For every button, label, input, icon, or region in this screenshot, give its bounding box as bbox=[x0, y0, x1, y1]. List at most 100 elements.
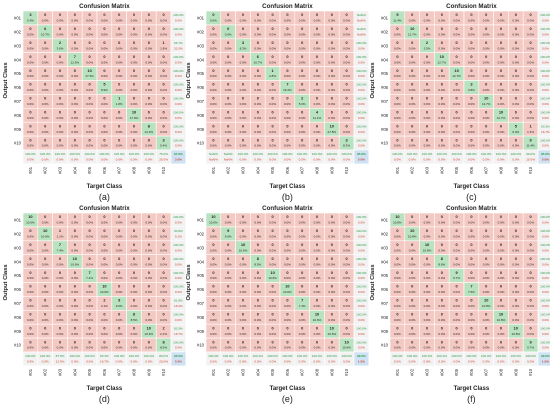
cell-count: 0 bbox=[89, 40, 91, 45]
cell-percent: 0.0% bbox=[42, 60, 49, 64]
cell-percent: 0.0% bbox=[512, 290, 519, 294]
cell-percent: 0.0% bbox=[512, 74, 519, 78]
cell-percent: 0.0% bbox=[86, 130, 93, 134]
cell-percent: 0.0% bbox=[299, 235, 306, 239]
cell-count: 0 bbox=[485, 110, 487, 115]
cell-count: 10 bbox=[73, 256, 77, 261]
cell-percent: 0.0% bbox=[116, 19, 123, 23]
cell-count: 0 bbox=[242, 123, 244, 128]
cell-count: 10 bbox=[514, 325, 518, 330]
column-summary-correct: 83.3% bbox=[100, 354, 109, 358]
column-summary-error: 0.0% bbox=[512, 158, 519, 162]
column-summary-correct: 100.0% bbox=[238, 354, 249, 358]
y-tick-label: #10 bbox=[197, 141, 205, 146]
cell-percent: 0.0% bbox=[424, 144, 431, 148]
cell-percent: 0.0% bbox=[409, 116, 416, 120]
cell-count: 0 bbox=[456, 228, 458, 233]
cell-count: 5 bbox=[103, 82, 106, 87]
cell-percent: 0.0% bbox=[131, 332, 138, 336]
cell-count: 0 bbox=[257, 123, 259, 128]
cell-count: 4 bbox=[316, 110, 319, 115]
cell-percent: 0.0% bbox=[254, 290, 261, 294]
cell-count: 0 bbox=[44, 284, 46, 289]
y-tick-label: #05 bbox=[381, 273, 389, 278]
cell-percent: 0.0% bbox=[299, 19, 306, 23]
cell-count: 0 bbox=[272, 12, 274, 17]
cell-count: 2 bbox=[59, 40, 62, 45]
cell-count: 0 bbox=[441, 12, 443, 17]
y-tick-label: #01 bbox=[14, 218, 22, 223]
cell-percent: 0.0% bbox=[483, 144, 490, 148]
cell-percent: 0.0% bbox=[512, 304, 519, 308]
cell-percent: 0.0% bbox=[225, 74, 232, 78]
cell-percent: 0.0% bbox=[299, 346, 306, 350]
row-summary-correct: 100.0% bbox=[356, 271, 367, 275]
cell-count: 0 bbox=[89, 110, 91, 115]
cell-percent: 3.8% bbox=[468, 88, 475, 92]
cell-count: 0 bbox=[118, 339, 120, 344]
y-axis-label: Output Class bbox=[186, 264, 192, 300]
cell-percent: 0.0% bbox=[269, 221, 276, 225]
cell-percent: 10.6% bbox=[342, 346, 351, 350]
cell-percent: 0.0% bbox=[86, 116, 93, 120]
cell-percent: 0.0% bbox=[512, 102, 519, 106]
column-summary-error: 0.0% bbox=[116, 158, 123, 162]
row-summary-error: 0.0% bbox=[358, 144, 365, 148]
cell-count: 0 bbox=[331, 96, 333, 101]
cell-count: 0 bbox=[411, 325, 413, 330]
cell-count: 0 bbox=[316, 123, 318, 128]
cell-count: 7 bbox=[89, 270, 91, 275]
cell-count: 0 bbox=[148, 137, 150, 142]
cell-count: 0 bbox=[426, 82, 428, 87]
overall-accuracy-cell bbox=[353, 149, 370, 165]
column-summary-error: 0.0% bbox=[438, 360, 445, 364]
cell-count: 0 bbox=[470, 123, 472, 128]
cell-count: 0 bbox=[316, 228, 318, 233]
cell-percent: 0.0% bbox=[86, 33, 93, 37]
overall-accuracy-cell bbox=[170, 149, 187, 165]
cell-percent: 0.0% bbox=[284, 262, 291, 266]
cell-count: 0 bbox=[272, 82, 274, 87]
cell-count: 0 bbox=[456, 298, 458, 303]
row-summary-correct: 100.0% bbox=[356, 340, 367, 344]
cell-count: 9 bbox=[530, 137, 533, 142]
column-summary-error: 0.0% bbox=[130, 360, 137, 364]
row-summary-correct: 100.0% bbox=[540, 326, 550, 330]
cell-percent: 0.0% bbox=[483, 276, 490, 280]
cell-percent: 0.0% bbox=[42, 46, 49, 50]
cell-count: 0 bbox=[118, 26, 120, 31]
cell-count: 0 bbox=[74, 12, 76, 17]
row-summary-error: 0.0% bbox=[542, 102, 549, 106]
column-summary-error: 0.0% bbox=[86, 360, 93, 364]
cell-percent: 0.0% bbox=[210, 144, 217, 148]
cell-count: 0 bbox=[411, 214, 413, 219]
cell-percent: 0.0% bbox=[394, 60, 401, 64]
row-summary-error: 0.0% bbox=[358, 116, 365, 120]
cell-percent: 0.0% bbox=[160, 276, 167, 280]
cell-count: 8 bbox=[441, 256, 444, 261]
cell-count: 1 bbox=[163, 40, 166, 45]
cell-percent: 0.0% bbox=[483, 235, 490, 239]
cell-percent: 0.0% bbox=[409, 318, 416, 322]
cell-count: 10 bbox=[28, 214, 32, 219]
cell-count: 0 bbox=[411, 137, 413, 142]
cell-count: 0 bbox=[500, 137, 502, 142]
column-summary-correct: 100.0% bbox=[208, 354, 219, 358]
cell-count: 0 bbox=[286, 68, 288, 73]
cell-percent: 0.0% bbox=[240, 276, 247, 280]
y-tick-label: #04 bbox=[14, 57, 22, 62]
cell-count: 0 bbox=[500, 228, 502, 233]
x-tick-label: #03 bbox=[58, 166, 63, 174]
cell-percent: 0.0% bbox=[145, 235, 152, 239]
cell-count: 0 bbox=[257, 26, 259, 31]
y-tick-label: #06 bbox=[14, 85, 22, 90]
cell-count: 0 bbox=[257, 82, 259, 87]
cell-count: 0 bbox=[89, 12, 91, 17]
row-summary-correct: 100.0% bbox=[173, 271, 184, 275]
cell-percent: 0.0% bbox=[483, 248, 490, 252]
cell-count: 0 bbox=[227, 312, 229, 317]
cell-percent: 0.0% bbox=[27, 262, 34, 266]
y-axis-label: Output Class bbox=[3, 264, 9, 300]
cell-count: 0 bbox=[133, 123, 135, 128]
cell-count: 10 bbox=[315, 312, 319, 317]
